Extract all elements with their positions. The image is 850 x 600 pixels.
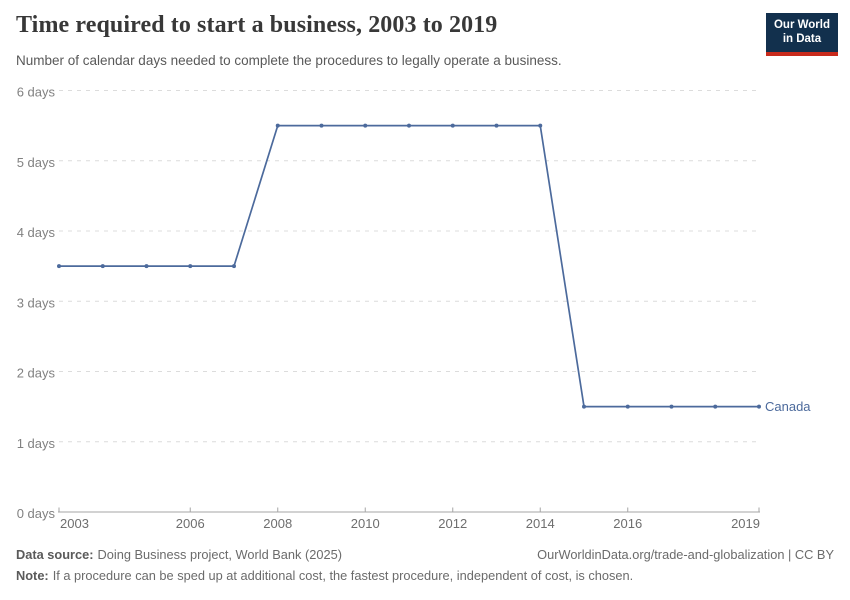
data-point (538, 123, 543, 128)
x-tick-label: 2014 (526, 516, 555, 531)
x-tick-label: 2003 (60, 516, 89, 531)
x-tick-label: 2016 (613, 516, 642, 531)
owid-logo-line2: in Data (782, 32, 822, 45)
entity-label: Canada (765, 399, 811, 414)
data-point (713, 404, 718, 409)
data-point (494, 123, 499, 128)
data-point (319, 123, 324, 128)
footer-note-text: If a procedure can be sped up at additio… (52, 568, 634, 583)
footer: Data source: Doing Business project, Worl… (16, 547, 834, 584)
x-tick-label: 2019 (731, 516, 760, 531)
data-source: Data source: Doing Business project, Worl… (16, 547, 342, 563)
y-tick-label: 0 days (17, 506, 56, 521)
data-point (625, 404, 630, 409)
owid-logo-line1: Our World (773, 19, 830, 31)
y-tick-label: 6 days (17, 85, 56, 100)
data-point (100, 264, 105, 269)
x-tick-label: 2006 (176, 516, 205, 531)
data-point (232, 264, 236, 269)
owid-logo[interactable]: Our World in Data (765, 13, 838, 56)
y-tick-label: 3 days (17, 295, 56, 310)
data-point (450, 123, 455, 128)
y-tick-label: 4 days (17, 225, 56, 240)
data-point (757, 404, 761, 409)
chart-subtitle: Number of calendar days needed to comple… (16, 53, 562, 68)
footer-link[interactable]: OurWorldinData.org/trade-and-globalizati… (537, 547, 834, 562)
data-point (582, 404, 586, 409)
footer-note: Note: If a procedure can be sped up at ad… (16, 568, 834, 584)
y-tick-label: 2 days (17, 366, 56, 381)
series-line (59, 124, 759, 408)
data-source-text: Doing Business project, World Bank (2025… (97, 547, 342, 562)
data-source-label: Data source: (16, 547, 94, 562)
x-tick-label: 2010 (351, 516, 380, 531)
data-point (363, 123, 368, 128)
footer-note-label: Note: (16, 568, 49, 583)
chart-title: Time required to start a business, 2003 … (16, 12, 498, 38)
data-point (407, 123, 411, 128)
data-point (57, 264, 61, 269)
x-tick-label: 2008 (263, 516, 292, 531)
data-point (188, 264, 193, 269)
data-point (275, 123, 280, 128)
x-tick-label: 2012 (438, 516, 467, 531)
data-point (669, 404, 674, 409)
y-tick-label: 5 days (17, 155, 56, 170)
data-point (144, 264, 149, 269)
y-tick-label: 1 days (17, 436, 56, 451)
